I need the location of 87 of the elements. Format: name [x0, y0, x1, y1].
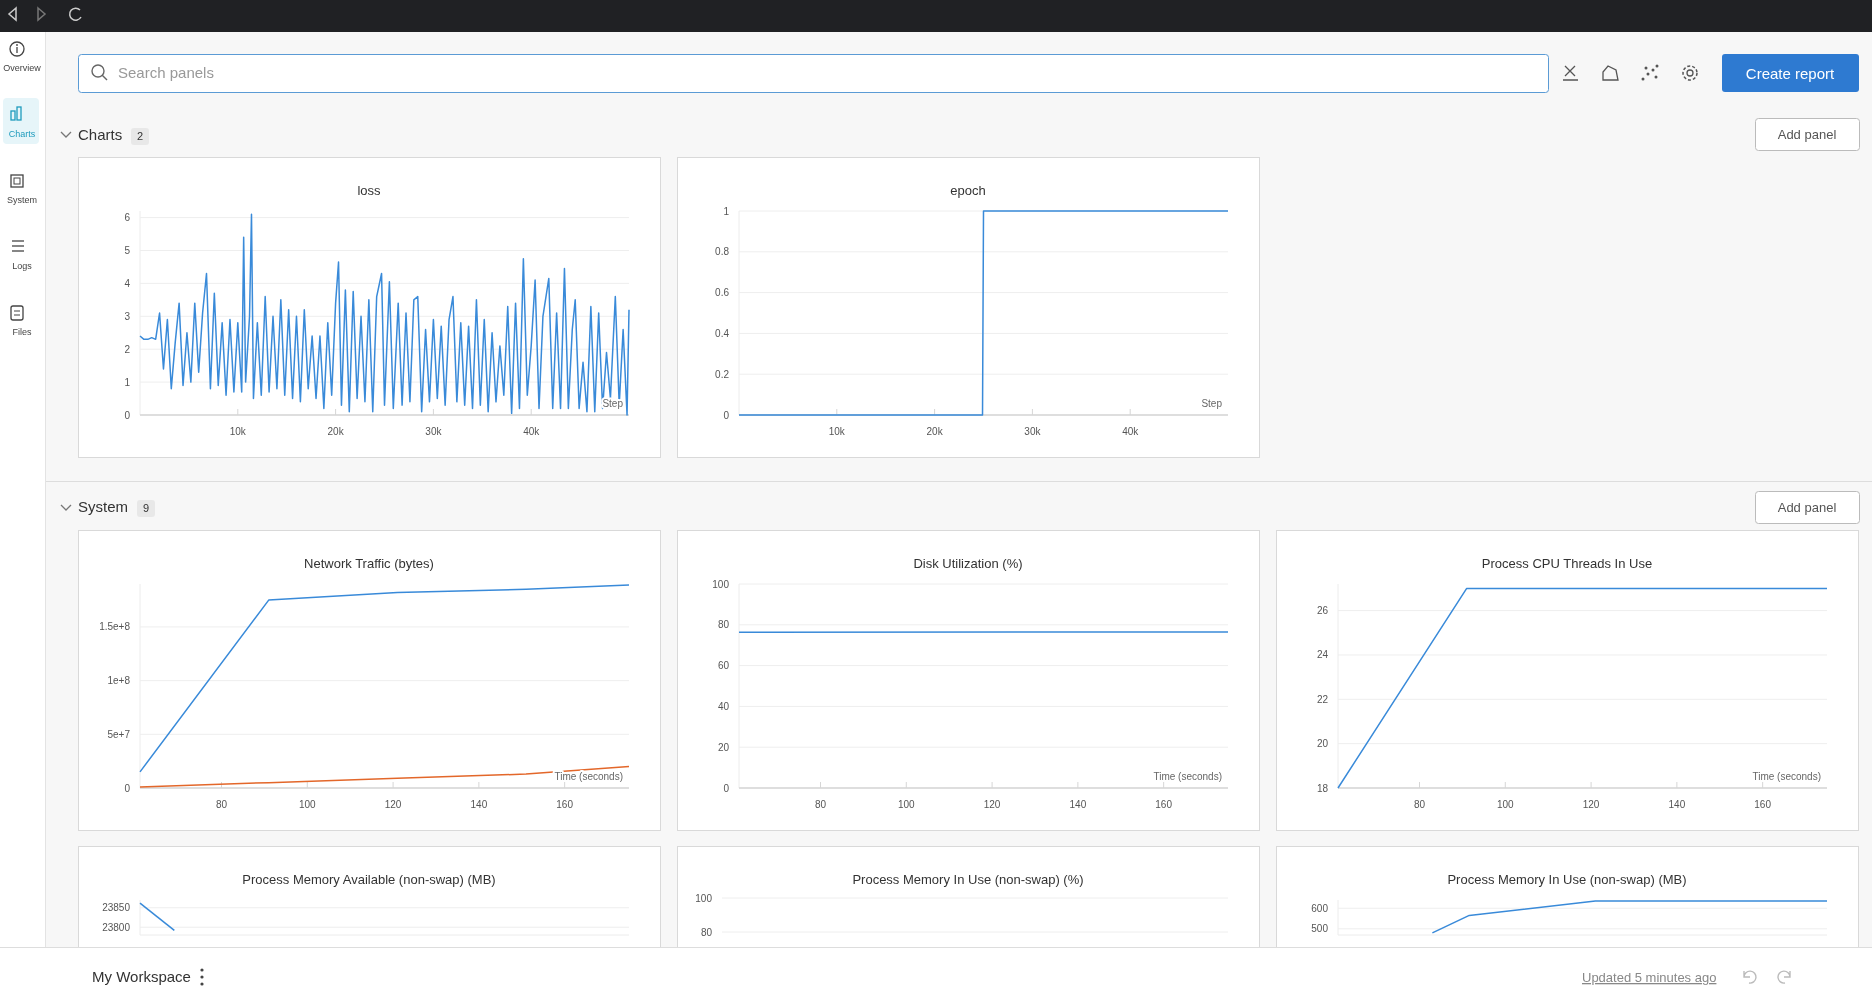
y-tick-label: 1 — [124, 376, 131, 388]
y-tick-label: 20 — [1316, 738, 1329, 750]
y-tick-label: 2 — [124, 343, 131, 355]
text: Charts — [78, 126, 123, 143]
chart-title: Process CPU Threads In Use — [1481, 556, 1653, 571]
y-tick-label: 26 — [1316, 605, 1329, 617]
y-tick-label: 1.5e+8 — [99, 621, 131, 633]
x-axis-title: Step — [1201, 398, 1223, 409]
y-tick-label: 22 — [1316, 693, 1329, 705]
x-tick-label: 120 — [384, 799, 402, 810]
text: Search panels — [118, 64, 214, 81]
x-tick-label: 80 — [1413, 799, 1426, 810]
x-tick-label: 160 — [556, 799, 574, 810]
text: Charts — [8, 129, 36, 139]
x-tick-label: 40k — [1122, 426, 1140, 437]
text: System — [6, 195, 38, 205]
y-tick-label: 100 — [712, 578, 730, 590]
text: Files — [12, 327, 32, 337]
y-tick-label: 1 — [723, 205, 730, 217]
y-tick-label: 24 — [1316, 649, 1329, 661]
y-tick-label: 6 — [124, 212, 131, 224]
x-tick-label: 30k — [425, 426, 443, 437]
x-tick-label: 10k — [229, 426, 247, 437]
x-tick-label: 160 — [1754, 799, 1772, 810]
text: 9 — [142, 502, 150, 514]
x-tick-label: 100 — [897, 799, 916, 810]
text: Add panel — [1777, 127, 1837, 142]
line-series — [139, 213, 630, 416]
y-tick-label: 5 — [124, 244, 131, 256]
x-tick-label: 20k — [926, 426, 944, 437]
y-tick-label: 0.6 — [715, 287, 730, 299]
x-tick-label: 100 — [298, 799, 317, 810]
y-tick-label: 4 — [124, 277, 131, 289]
y-tick-label: 1e+8 — [107, 675, 131, 687]
chart-title: Process Memory In Use (non-swap) (MB) — [1447, 872, 1687, 887]
x-tick-label: 80 — [215, 799, 228, 810]
y-tick-label: 500 — [1311, 923, 1329, 935]
text: 80 — [700, 926, 713, 938]
x-tick-label: 120 — [983, 799, 1001, 810]
line-series — [139, 765, 630, 788]
text: 2 — [136, 130, 144, 142]
text: System — [78, 498, 129, 515]
x-tick-label: 20k — [327, 426, 345, 437]
text: Add panel — [1777, 500, 1837, 515]
text: Overview — [3, 63, 42, 73]
y-tick-label: 40 — [717, 700, 730, 712]
x-tick-label: 160 — [1155, 799, 1173, 810]
x-axis-title: Time (seconds) — [1752, 771, 1821, 782]
y-tick-label: 0 — [124, 782, 131, 794]
y-tick-label: 0.2 — [715, 368, 730, 380]
x-tick-label: 30k — [1024, 426, 1042, 437]
chart-title: epoch — [950, 183, 986, 198]
x-tick-label: 140 — [470, 799, 488, 810]
text: Updated 5 minutes ago — [1582, 970, 1717, 985]
text: Create report — [1745, 65, 1836, 82]
y-tick-label: 600 — [1311, 902, 1329, 914]
x-tick-label: 40k — [523, 426, 541, 437]
text: Logs — [12, 261, 33, 271]
chart-title: loss — [357, 183, 382, 198]
x-tick-label: 140 — [1069, 799, 1087, 810]
y-tick-label: 80 — [717, 619, 730, 631]
y-tick-label: 3 — [124, 310, 131, 322]
x-tick-label: 120 — [1582, 799, 1600, 810]
y-tick-label: 0.4 — [715, 327, 730, 339]
chart-title: Network Traffic (bytes) — [304, 556, 434, 571]
text: Process Memory In Use (non-swap) (%) — [852, 872, 1084, 887]
chart-title: Disk Utilization (%) — [913, 556, 1023, 571]
x-axis-title: Time (seconds) — [554, 771, 623, 782]
y-tick-label: 0 — [723, 409, 730, 421]
y-tick-label: 20 — [717, 741, 730, 753]
y-tick-label: 60 — [717, 660, 730, 672]
text: My Workspace — [92, 968, 191, 985]
x-tick-label: 80 — [814, 799, 827, 810]
y-tick-label: 23800 — [102, 921, 131, 933]
y-tick-label: 0 — [723, 782, 730, 794]
y-tick-label: 0.8 — [715, 246, 730, 258]
x-tick-label: 140 — [1668, 799, 1686, 810]
chart-title: Process Memory Available (non-swap) (MB) — [242, 872, 496, 887]
line-series — [139, 584, 630, 773]
text: 100 — [695, 892, 713, 904]
y-tick-label: 23850 — [102, 902, 131, 914]
y-tick-label: 0 — [124, 409, 131, 421]
x-tick-label: 100 — [1496, 799, 1515, 810]
y-tick-label: 5e+7 — [107, 728, 131, 740]
x-tick-label: 10k — [828, 426, 846, 437]
y-tick-label: 18 — [1316, 782, 1329, 794]
x-axis-title: Time (seconds) — [1153, 771, 1222, 782]
